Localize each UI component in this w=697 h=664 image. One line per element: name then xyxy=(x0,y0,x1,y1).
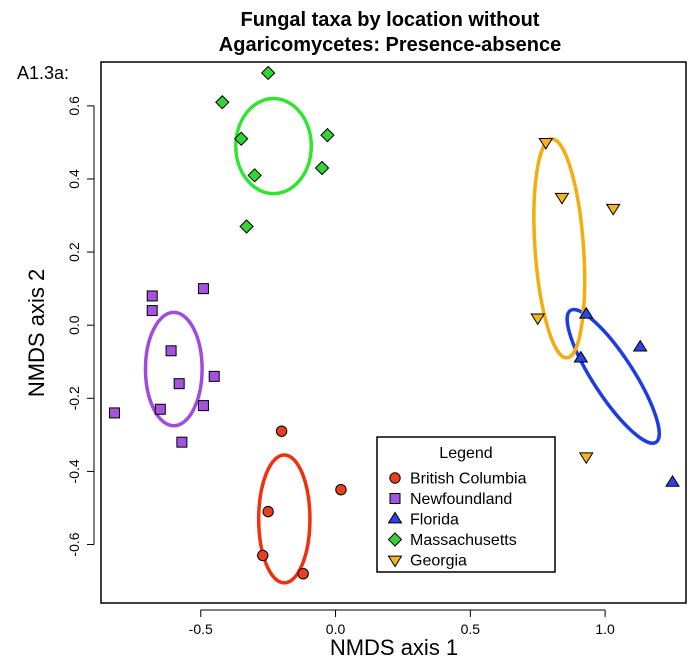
florida-ellipse xyxy=(565,307,662,445)
british-columbia-point xyxy=(275,425,288,437)
x-tick-label: -0.5 xyxy=(189,621,213,637)
y-tick-label: -0.4 xyxy=(66,459,82,483)
y-tick-label: -0.6 xyxy=(66,532,82,556)
legend-label-massachusetts: Massachusetts xyxy=(410,532,517,549)
massachusetts-point xyxy=(239,219,254,234)
y-tick-label: 0.0 xyxy=(66,315,82,335)
x-axis-label: NMDS axis 1 xyxy=(330,635,458,660)
newfoundland-point xyxy=(165,345,177,357)
newfoundland-point xyxy=(173,378,185,390)
legend-label-newfoundland: Newfoundland xyxy=(410,491,512,508)
x-tick-label: 1.0 xyxy=(595,621,615,637)
florida-point xyxy=(632,339,648,352)
newfoundland-point xyxy=(146,290,158,302)
y-tick-label: 0.4 xyxy=(66,169,82,189)
legend-label-florida: Florida xyxy=(410,512,459,529)
legend-marker-florida xyxy=(387,511,403,524)
chart-title-line-2: Agaricomycetes: Presence-absence xyxy=(219,34,561,56)
legend-marker-british-columbia xyxy=(389,472,401,484)
british-columbia-point xyxy=(257,549,269,562)
newfoundland-point xyxy=(146,305,158,317)
georgia-point xyxy=(538,138,554,150)
legend-marker-georgia xyxy=(387,555,403,568)
plot-frame xyxy=(100,61,687,604)
florida-point xyxy=(573,350,589,363)
legend-label-georgia: Georgia xyxy=(410,553,467,570)
legend-marker-newfoundland xyxy=(389,493,401,504)
newfoundland-ellipse xyxy=(143,310,204,428)
georgia-ellipse xyxy=(532,137,587,360)
data-points xyxy=(108,65,680,580)
massachusetts-point xyxy=(233,131,249,146)
legend-box xyxy=(376,436,556,573)
georgia-point xyxy=(554,192,570,205)
legend-title: Legend xyxy=(439,445,492,462)
georgia-point xyxy=(578,452,594,465)
y-axis: -0.6 -0.4 -0.2 0.0 0.2 0.4 0.6 xyxy=(66,96,95,557)
y-tick-label: 0.6 xyxy=(66,96,82,116)
newfoundland-point xyxy=(108,407,120,419)
newfoundland-point xyxy=(154,403,166,415)
florida-point xyxy=(665,474,680,487)
x-axis: -0.5 0.0 0.5 1.0 xyxy=(189,609,615,637)
newfoundland-point xyxy=(197,283,209,295)
british-columbia-point xyxy=(262,505,274,518)
newfoundland-point xyxy=(197,400,209,412)
british-columbia-point xyxy=(297,568,309,580)
confidence-ellipses xyxy=(143,96,662,585)
x-tick-label: 0.5 xyxy=(461,621,481,637)
legend: Legend British Columbia Newfoundland Flori… xyxy=(376,436,556,573)
x-tick-label: 0.0 xyxy=(326,621,346,637)
chart-title-line-1: Fungal taxa by location without xyxy=(241,9,540,31)
newfoundland-point xyxy=(176,436,188,448)
y-tick-label: 0.2 xyxy=(66,242,82,262)
british-columbia-ellipse xyxy=(256,453,312,585)
georgia-point xyxy=(530,313,546,326)
massachusetts-point xyxy=(314,160,330,176)
massachusetts-point xyxy=(247,168,262,183)
british-columbia-point xyxy=(335,483,347,496)
massachusetts-point xyxy=(260,65,276,81)
panel-label: A1.3a: xyxy=(17,63,69,83)
massachusetts-point xyxy=(320,127,335,143)
newfoundland-point xyxy=(208,370,220,382)
florida-point xyxy=(578,306,594,319)
massachusetts-ellipse xyxy=(234,96,314,196)
massachusetts-point xyxy=(215,95,230,110)
y-axis-label: NMDS axis 2 xyxy=(24,269,49,397)
georgia-point xyxy=(605,203,621,216)
legend-label-british-columbia: British Columbia xyxy=(410,471,527,488)
y-tick-label: -0.2 xyxy=(66,386,82,410)
legend-marker-massachusetts xyxy=(387,532,403,547)
